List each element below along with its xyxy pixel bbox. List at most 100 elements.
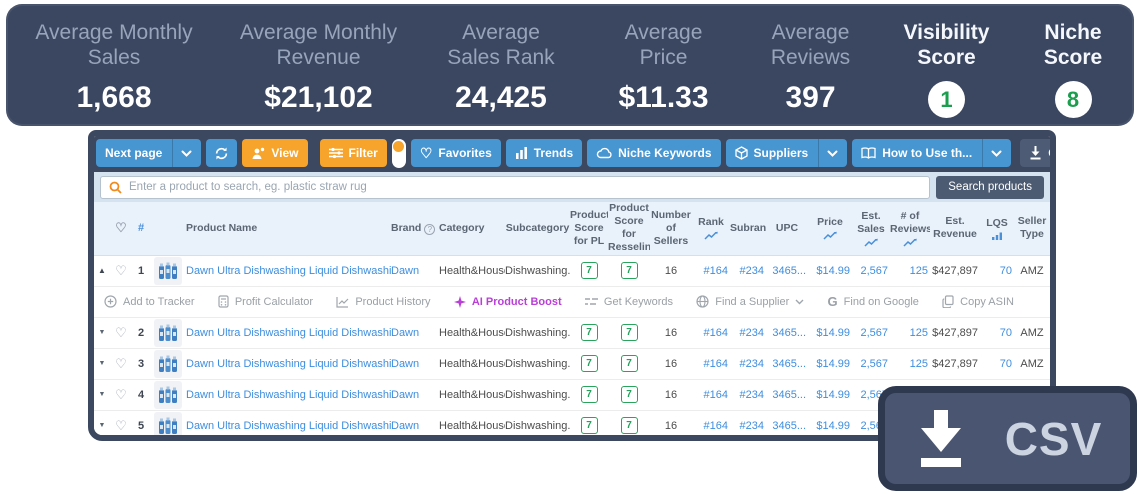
row-favorite-heart-icon[interactable]: ♡ xyxy=(115,417,127,433)
suppliers-button[interactable]: Suppliers xyxy=(725,139,848,167)
favorite-column-header heart-icon[interactable]: ♡ xyxy=(115,220,127,236)
price-cell[interactable]: $14.99 xyxy=(816,264,850,277)
subrank-cell[interactable]: #234 xyxy=(739,264,764,277)
upc-cell[interactable]: 3465... xyxy=(772,419,806,432)
row-expand-icon[interactable]: ▼ xyxy=(98,360,106,367)
rank-header[interactable]: Rank xyxy=(692,216,730,240)
score-pl-header: Product Score for PL xyxy=(570,208,608,247)
upc-cell[interactable]: 3465... xyxy=(772,357,806,370)
how-to-use-button[interactable]: How to Use th... xyxy=(852,139,1012,167)
favorites-button[interactable]: ♡ Favorites xyxy=(410,139,501,167)
help-question-icon[interactable]: ? xyxy=(424,224,436,235)
price-cell[interactable]: $14.99 xyxy=(816,388,850,401)
refresh-button[interactable] xyxy=(206,139,238,167)
brand-link[interactable]: Dawn xyxy=(391,357,420,370)
product-thumbnail[interactable] xyxy=(154,380,182,409)
subrank-cell[interactable]: #234 xyxy=(739,357,764,370)
search-products-button[interactable]: Search products xyxy=(936,175,1044,199)
product-name-link[interactable]: Dawn Ultra Dishwashing Liquid Dishwashi.… xyxy=(186,357,391,370)
subrank-cell[interactable]: #234 xyxy=(739,419,764,432)
filter-sliders-icon xyxy=(328,147,343,159)
row-expand-icon[interactable]: ▼ xyxy=(98,329,106,336)
csv-download-button[interactable]: CSV xyxy=(1020,139,1050,167)
product-thumbnail[interactable] xyxy=(154,318,182,347)
how-to-use-dropdown[interactable] xyxy=(982,139,1002,167)
filter-button[interactable]: Filter xyxy=(319,139,387,167)
stat-label: Visibility Score xyxy=(903,20,990,69)
product-thumbnail[interactable] xyxy=(154,256,182,285)
lqs-cell[interactable]: 70 xyxy=(999,326,1012,339)
row-favorite-heart-icon[interactable]: ♡ xyxy=(115,386,127,402)
chevron-down-icon xyxy=(991,150,1002,157)
reviews-cell[interactable]: 125 xyxy=(909,264,928,277)
row-expand-icon[interactable]: ▼ xyxy=(98,391,106,398)
brand-link[interactable]: Dawn xyxy=(391,264,420,277)
rank-cell[interactable]: #164 xyxy=(703,419,728,432)
upc-cell[interactable]: 3465... xyxy=(772,264,806,277)
row-favorite-heart-icon[interactable]: ♡ xyxy=(115,262,127,278)
action-label: Copy ASIN xyxy=(960,295,1014,308)
find-on-google-action[interactable]: G Find on Google xyxy=(828,294,919,309)
find-a-supplier-action[interactable]: Find a Supplier xyxy=(696,295,804,308)
est-sales-cell[interactable]: 2,567 xyxy=(860,264,888,277)
product-image xyxy=(159,324,177,341)
lqs-cell[interactable]: 70 xyxy=(999,264,1012,277)
view-button[interactable]: View xyxy=(242,139,308,167)
get-keywords-action[interactable]: Get Keywords xyxy=(584,296,673,308)
product-thumbnail[interactable] xyxy=(154,349,182,378)
profit-calculator-action[interactable]: Profit Calculator xyxy=(218,295,313,308)
product-thumbnail[interactable] xyxy=(154,411,182,435)
est-sales-cell[interactable]: 2,567 xyxy=(860,357,888,370)
table-row[interactable]: ▼ ♡ 3 Dawn Ultra Dishwashing Liquid Dish… xyxy=(94,349,1050,380)
reviews-header[interactable]: # of Reviews xyxy=(890,210,930,247)
subrank-cell[interactable]: #234 xyxy=(739,326,764,339)
table-row[interactable]: ▲ ♡ 1 Dawn Ultra Dishwashing Liquid Dish… xyxy=(94,256,1050,287)
search-input[interactable] xyxy=(129,181,922,193)
brand-link[interactable]: Dawn xyxy=(391,388,420,401)
product-history-action[interactable]: Product History xyxy=(336,296,431,308)
upc-cell[interactable]: 3465... xyxy=(772,326,806,339)
subrank-cell[interactable]: #234 xyxy=(739,388,764,401)
price-header[interactable]: Price xyxy=(808,216,852,240)
subcategory-cell: Dishwashing... xyxy=(505,419,570,432)
rank-header-label: Rank xyxy=(698,216,724,229)
row-expand-icon[interactable]: ▼ xyxy=(98,422,106,429)
reviews-cell[interactable]: 125 xyxy=(909,357,928,370)
price-cell[interactable]: $14.99 xyxy=(816,326,850,339)
product-name-link[interactable]: Dawn Ultra Dishwashing Liquid Dishwashi.… xyxy=(186,326,391,339)
lqs-cell[interactable]: 70 xyxy=(999,357,1012,370)
next-page-dropdown[interactable] xyxy=(172,139,192,167)
history-chart-icon xyxy=(336,296,349,308)
est-sales-header[interactable]: Est. Sales xyxy=(852,210,890,247)
reviews-cell[interactable]: 125 xyxy=(909,326,928,339)
add-to-tracker-action[interactable]: Add to Tracker xyxy=(104,295,195,308)
brand-link[interactable]: Dawn xyxy=(391,326,420,339)
row-favorite-heart-icon[interactable]: ♡ xyxy=(115,355,127,371)
lqs-header[interactable]: LQS xyxy=(980,217,1014,240)
rank-cell[interactable]: #164 xyxy=(703,388,728,401)
globe-icon xyxy=(696,295,709,308)
csv-download-overlay[interactable]: CSV xyxy=(878,386,1137,491)
product-name-link[interactable]: Dawn Ultra Dishwashing Liquid Dishwashi.… xyxy=(186,264,391,277)
rank-cell[interactable]: #164 xyxy=(703,264,728,277)
next-page-button[interactable]: Next page xyxy=(96,139,202,167)
est-sales-cell[interactable]: 2,567 xyxy=(860,326,888,339)
price-cell[interactable]: $14.99 xyxy=(816,419,850,432)
product-name-link[interactable]: Dawn Ultra Dishwashing Liquid Dishwashi.… xyxy=(186,419,391,432)
suppliers-dropdown[interactable] xyxy=(818,139,838,167)
rank-cell[interactable]: #164 xyxy=(703,326,728,339)
table-row[interactable]: ▼ ♡ 2 Dawn Ultra Dishwashing Liquid Dish… xyxy=(94,318,1050,349)
row-favorite-heart-icon[interactable]: ♡ xyxy=(115,324,127,340)
product-name-link[interactable]: Dawn Ultra Dishwashing Liquid Dishwashi.… xyxy=(186,388,391,401)
chevron-down-icon xyxy=(827,150,838,157)
row-expand-icon[interactable]: ▲ xyxy=(98,266,106,275)
rank-cell[interactable]: #164 xyxy=(703,357,728,370)
trends-button[interactable]: Trends xyxy=(505,139,583,167)
filter-toggle-switch[interactable] xyxy=(391,138,406,168)
price-cell[interactable]: $14.99 xyxy=(816,357,850,370)
upc-cell[interactable]: 3465... xyxy=(772,388,806,401)
copy-asin-action[interactable]: Copy ASIN xyxy=(942,295,1014,308)
niche-keywords-button[interactable]: Niche Keywords xyxy=(587,139,721,167)
brand-link[interactable]: Dawn xyxy=(391,419,420,432)
ai-product-boost-action[interactable]: AI Product Boost xyxy=(453,295,562,308)
